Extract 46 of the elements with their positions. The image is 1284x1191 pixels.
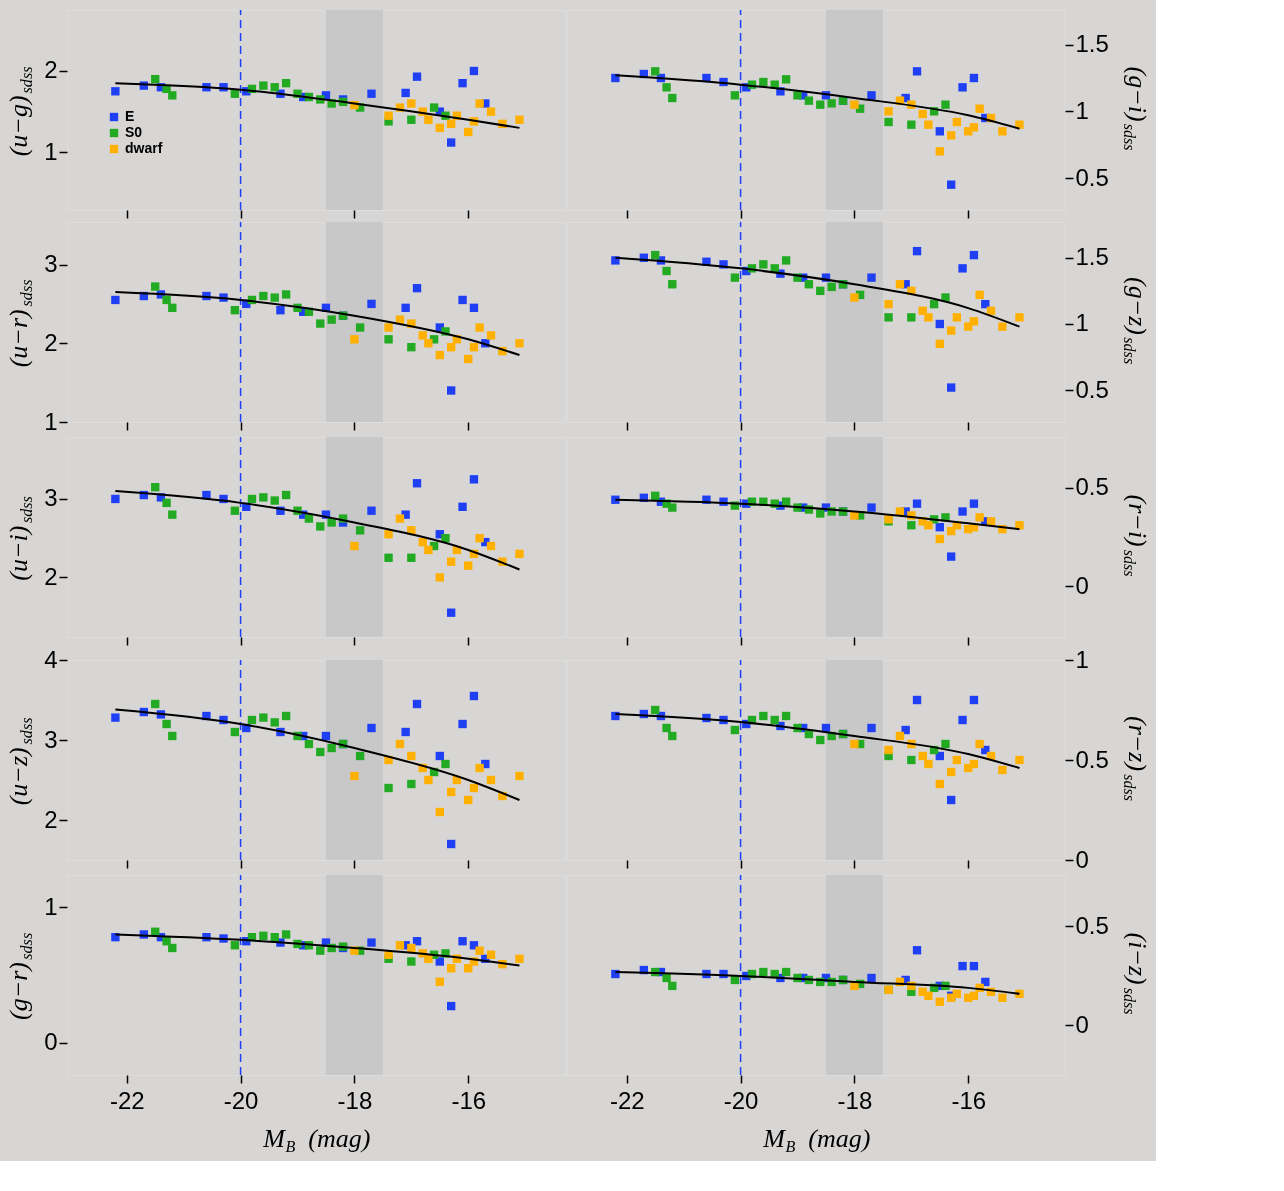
legend-label: dwarf <box>125 140 163 156</box>
x-tick-label: -18 <box>337 1086 373 1114</box>
y-tick-label: 0.5 <box>1075 473 1109 501</box>
legend-label: E <box>125 108 135 124</box>
x-tick-label: -16 <box>951 1086 987 1114</box>
y-tick-label: 0 <box>44 1028 58 1056</box>
y-tick-label: 0.5 <box>1075 911 1109 939</box>
y-tick-label: 2 <box>44 56 58 84</box>
x-tick-label: -20 <box>223 1086 259 1114</box>
y-tick-label: 1 <box>1075 309 1089 337</box>
y-tick-label: 1 <box>44 892 58 920</box>
y-tick-label: 3 <box>44 250 58 278</box>
legend-label: S0 <box>125 124 143 140</box>
y-axis-title: (u−z)sdss <box>4 717 36 806</box>
y-tick-label: 0 <box>1075 845 1089 873</box>
y-axis-title: (u−g)sdss <box>4 66 36 157</box>
y-tick-label: 1 <box>1075 96 1089 124</box>
y-axis-title: (g−r)sdss <box>4 932 36 1021</box>
y-axis-title: (u−i)sdss <box>4 496 36 581</box>
y-tick-label: 1 <box>44 137 58 165</box>
y-axis-title: (i−z)sdss <box>1120 932 1152 1015</box>
y-axis-title: (g−z)sdss <box>1120 276 1152 365</box>
y-tick-label: 1.5 <box>1075 243 1109 271</box>
y-tick-label: 3 <box>44 484 58 512</box>
x-tick-label: -18 <box>837 1086 873 1114</box>
y-tick-label: 3 <box>44 725 58 753</box>
y-axis-title: (u−r)sdss <box>4 279 36 368</box>
y-axis-title: (r−z)sdss <box>1120 716 1152 802</box>
y-tick-label: 1.5 <box>1075 30 1109 58</box>
y-tick-label: 0.5 <box>1075 745 1109 773</box>
x-tick-label: -22 <box>609 1086 645 1114</box>
y-tick-label: 1 <box>1075 645 1089 673</box>
y-tick-label: 0 <box>1075 1011 1089 1038</box>
x-tick-label: -16 <box>451 1086 487 1114</box>
y-tick-label: 0.5 <box>1075 163 1109 191</box>
y-axis-title: (r−i)sdss <box>1120 494 1152 577</box>
y-tick-label: 4 <box>44 645 58 673</box>
y-tick-label: 2 <box>44 562 58 590</box>
y-tick-label: 2 <box>44 328 58 356</box>
y-tick-label: 1 <box>44 407 58 435</box>
y-axis-title: (g−i)sdss <box>1120 66 1152 151</box>
y-tick-label: 2 <box>44 805 58 833</box>
y-tick-label: 0.5 <box>1075 375 1109 403</box>
x-tick-label: -20 <box>723 1086 759 1114</box>
x-tick-label: -22 <box>109 1086 145 1114</box>
y-tick-label: 0 <box>1075 571 1089 599</box>
